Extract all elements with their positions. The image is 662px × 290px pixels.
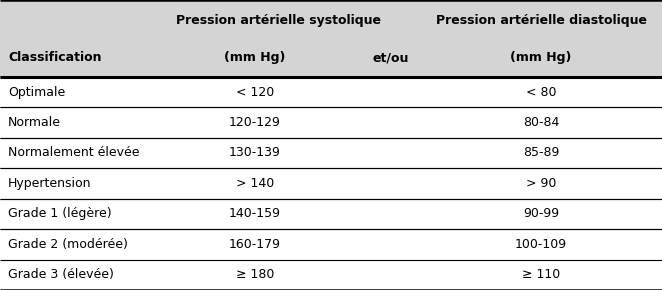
Text: 130-139: 130-139 [229,146,281,160]
Text: Grade 3 (élevée): Grade 3 (élevée) [8,268,114,281]
Text: (mm Hg): (mm Hg) [510,51,572,64]
Text: ≥ 180: ≥ 180 [236,268,274,281]
Bar [0,0,662,77]
Bar [0,77,662,107]
Text: < 80: < 80 [526,86,557,99]
Text: (mm Hg): (mm Hg) [224,51,285,64]
Bar [0,138,662,168]
Bar [0,260,662,290]
Text: Optimale: Optimale [8,86,65,99]
Text: 100-109: 100-109 [515,238,567,251]
Text: 80-84: 80-84 [523,116,559,129]
Text: Normale: Normale [8,116,61,129]
Text: 90-99: 90-99 [523,207,559,220]
Text: Pression artérielle systolique: Pression artérielle systolique [175,14,381,27]
Bar [0,107,662,138]
Text: Grade 1 (légère): Grade 1 (légère) [8,207,112,220]
Text: Normalement élevée: Normalement élevée [8,146,140,160]
Text: Classification: Classification [8,51,101,64]
Bar [0,199,662,229]
Text: ≥ 110: ≥ 110 [522,268,560,281]
Text: > 90: > 90 [526,177,556,190]
Text: 85-89: 85-89 [523,146,559,160]
Text: et/ou: et/ou [373,51,408,64]
Text: 120-129: 120-129 [229,116,281,129]
Text: 140-159: 140-159 [229,207,281,220]
Text: < 120: < 120 [236,86,274,99]
Text: Pression artérielle diastolique: Pression artérielle diastolique [436,14,647,27]
Text: 160-179: 160-179 [229,238,281,251]
Bar [0,168,662,199]
Text: Hypertension: Hypertension [8,177,91,190]
Bar [0,229,662,260]
Text: Grade 2 (modérée): Grade 2 (modérée) [8,238,128,251]
Text: > 140: > 140 [236,177,274,190]
